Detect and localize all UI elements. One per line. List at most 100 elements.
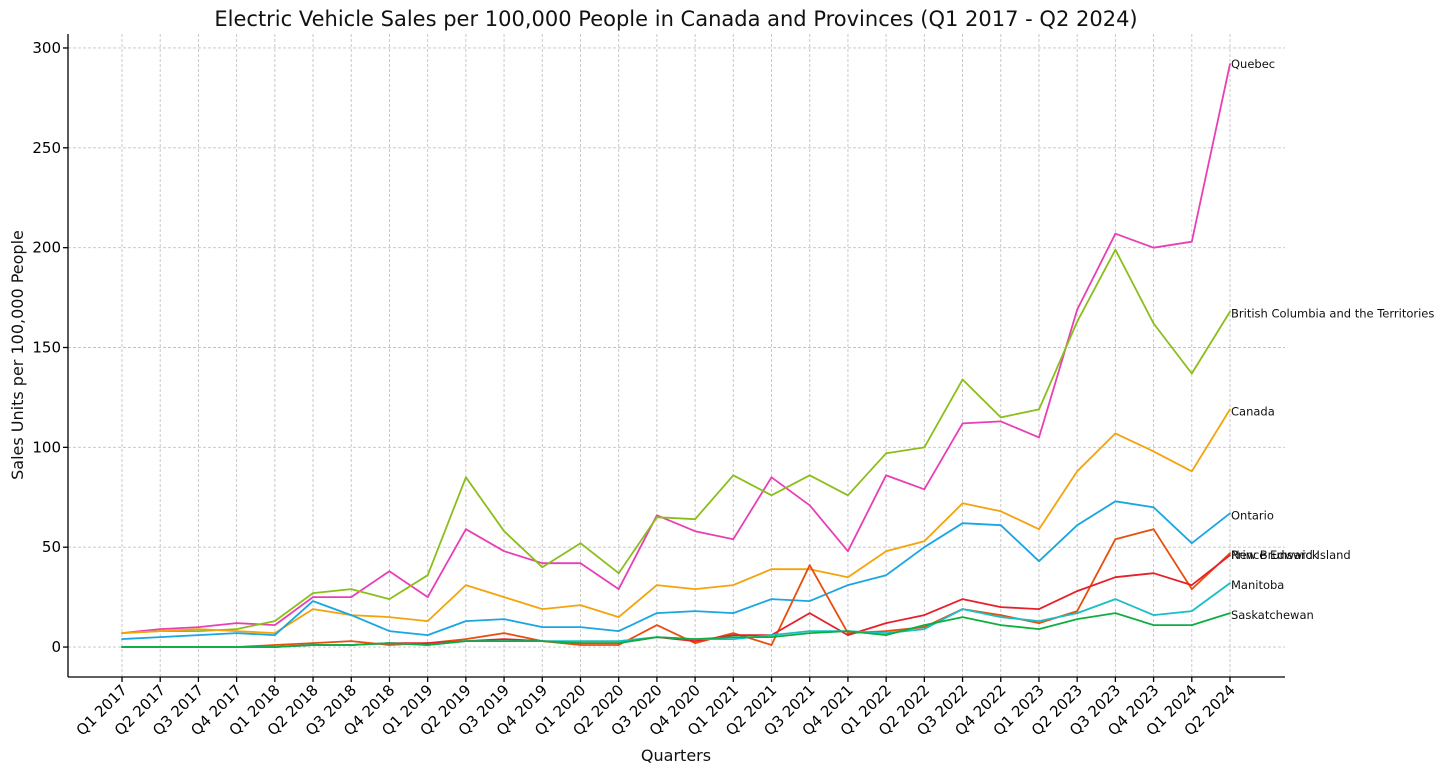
data-point-prince-edward-island — [1038, 608, 1040, 610]
data-point-prince-edward-island — [503, 638, 505, 640]
data-point-new-brunswick — [503, 632, 505, 634]
data-point-quebec — [503, 550, 505, 553]
data-point-canada — [197, 628, 200, 630]
data-point-quebec — [694, 530, 696, 533]
data-point-british-columbia-and-the-territories — [1114, 248, 1117, 251]
series-line-new-brunswick — [122, 528, 1231, 648]
data-point-ontario — [541, 626, 544, 628]
data-point-ontario — [273, 634, 276, 636]
data-point-saskatchewan — [617, 642, 620, 644]
data-point-manitoba — [1152, 614, 1155, 616]
data-point-prince-edward-island — [1076, 590, 1079, 592]
data-point-ontario — [1229, 512, 1231, 515]
data-point-prince-edward-island — [808, 612, 811, 614]
y-tick-label: 250 — [32, 139, 61, 157]
data-point-canada — [847, 576, 849, 579]
series-lines — [121, 63, 1231, 648]
data-point-saskatchewan — [235, 646, 238, 648]
data-point-ontario — [465, 620, 467, 622]
y-tick-label: 50 — [42, 538, 61, 556]
data-point-saskatchewan — [656, 636, 658, 638]
data-point-saskatchewan — [273, 646, 276, 648]
data-point-ontario — [579, 626, 582, 628]
data-point-canada — [999, 510, 1002, 513]
series-line-canada — [121, 408, 1231, 634]
data-point-canada — [1076, 470, 1079, 473]
data-point-british-columbia-and-the-territories — [465, 476, 467, 479]
data-point-british-columbia-and-the-territories — [312, 592, 314, 594]
data-point-british-columbia-and-the-territories — [350, 588, 353, 590]
data-point-ontario — [426, 634, 429, 636]
data-point-quebec — [197, 626, 200, 628]
data-point-quebec — [770, 476, 773, 479]
data-point-saskatchewan — [770, 636, 773, 638]
series-line-quebec — [121, 63, 1231, 634]
data-point-manitoba — [961, 608, 964, 610]
series-line-saskatchewan — [122, 612, 1231, 648]
data-point-new-brunswick — [656, 624, 658, 626]
data-point-new-brunswick — [1152, 528, 1155, 531]
data-point-british-columbia-and-the-territories — [617, 572, 620, 575]
data-point-ontario — [159, 636, 162, 638]
data-point-saskatchewan — [1114, 612, 1117, 614]
data-point-saskatchewan — [426, 644, 429, 646]
data-point-british-columbia-and-the-territories — [579, 542, 582, 545]
data-point-quebec — [312, 596, 314, 598]
data-point-ontario — [350, 614, 353, 616]
data-point-quebec — [961, 422, 964, 425]
data-point-ontario — [197, 634, 200, 636]
series-label-canada: Canada — [1231, 404, 1275, 418]
data-point-canada — [656, 584, 658, 586]
data-point-canada — [694, 588, 696, 590]
series-line-ontario — [121, 500, 1231, 640]
data-point-new-brunswick — [1038, 622, 1040, 624]
data-point-manitoba — [579, 640, 582, 642]
data-point-new-brunswick — [465, 638, 467, 640]
data-point-new-brunswick — [808, 564, 811, 567]
data-point-saskatchewan — [1229, 612, 1231, 614]
data-point-manitoba — [732, 638, 735, 640]
data-point-saskatchewan — [1076, 618, 1079, 620]
data-point-ontario — [1152, 506, 1155, 509]
y-tick-label: 300 — [32, 39, 61, 57]
series-label-ontario: Ontario — [1231, 508, 1274, 522]
data-point-saskatchewan — [541, 640, 544, 642]
data-point-british-columbia-and-the-territories — [197, 630, 200, 632]
data-point-canada — [312, 608, 314, 610]
data-point-new-brunswick — [885, 630, 887, 632]
data-point-quebec — [1190, 240, 1193, 243]
data-point-manitoba — [1038, 620, 1040, 622]
series-label-prince-edward-island: Prince Edward Island — [1231, 548, 1351, 562]
y-tick-label: 200 — [32, 239, 61, 257]
data-point-british-columbia-and-the-territories — [1038, 408, 1040, 411]
data-point-quebec — [350, 596, 353, 598]
data-point-manitoba — [999, 616, 1002, 618]
data-point-canada — [1229, 408, 1231, 411]
data-point-new-brunswick — [923, 626, 926, 628]
data-point-quebec — [999, 420, 1002, 423]
data-point-quebec — [732, 538, 735, 541]
data-point-british-columbia-and-the-territories — [961, 378, 964, 381]
data-point-saskatchewan — [1190, 624, 1193, 626]
data-point-saskatchewan — [579, 642, 582, 644]
series-end-labels: Quebec British Columbia and the Territori… — [1231, 57, 1434, 622]
series-label-british-columbia-and-the-territories: British Columbia and the Territories — [1231, 307, 1434, 321]
data-point-british-columbia-and-the-territories — [1229, 310, 1231, 313]
y-tick-label: 100 — [32, 438, 61, 456]
y-tick-label: 150 — [32, 339, 61, 357]
data-point-ontario — [770, 598, 773, 600]
data-point-saskatchewan — [159, 646, 162, 648]
data-point-ontario — [388, 630, 391, 632]
data-point-new-brunswick — [1114, 538, 1117, 541]
chart-title: Electric Vehicle Sales per 100,000 Peopl… — [214, 7, 1137, 31]
data-point-ontario — [732, 612, 735, 614]
data-point-saskatchewan — [694, 638, 696, 640]
axes — [67, 34, 1285, 678]
data-point-manitoba — [1229, 582, 1231, 584]
data-point-british-columbia-and-the-territories — [847, 494, 849, 497]
data-point-quebec — [1114, 232, 1117, 235]
data-point-british-columbia-and-the-territories — [885, 452, 887, 455]
data-point-british-columbia-and-the-territories — [426, 574, 429, 577]
data-point-ontario — [885, 574, 887, 577]
grid — [68, 34, 1285, 677]
